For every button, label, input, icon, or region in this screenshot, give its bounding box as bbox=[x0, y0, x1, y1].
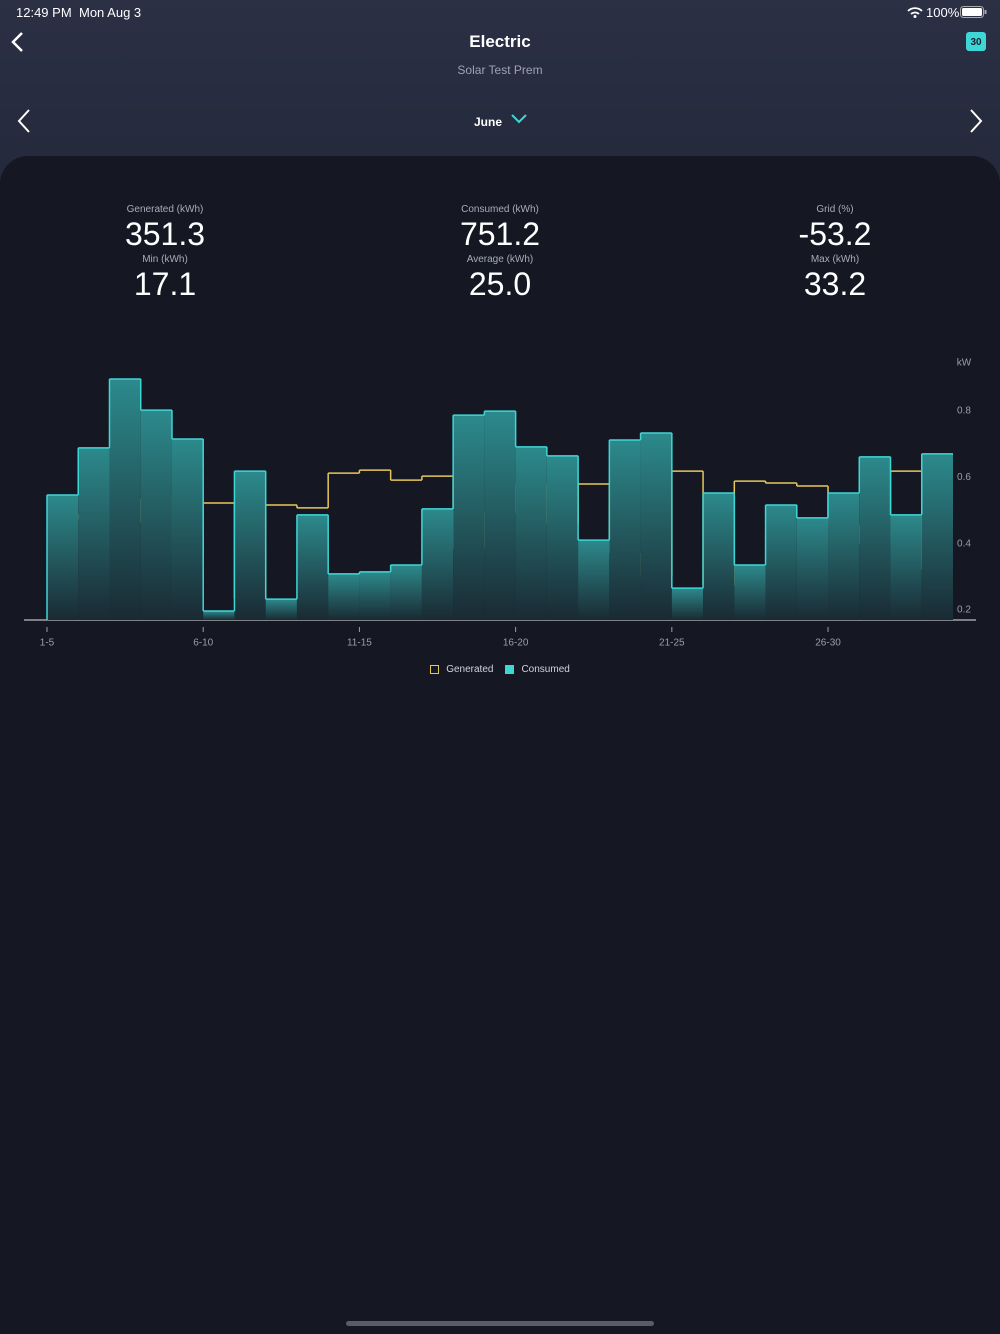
home-indicator bbox=[346, 1321, 654, 1326]
area-step bbox=[671, 588, 704, 620]
stat-label: Min (kWh) bbox=[142, 254, 188, 265]
legend-item: Consumed bbox=[505, 664, 570, 675]
area-step bbox=[734, 564, 766, 620]
x-tick-label: 16-20 bbox=[503, 638, 529, 649]
next-month[interactable] bbox=[966, 108, 986, 134]
x-tick-label: 21-25 bbox=[659, 638, 685, 649]
prev-month[interactable] bbox=[14, 108, 34, 134]
month-label[interactable]: June bbox=[473, 115, 503, 129]
legend-item: Generated bbox=[430, 664, 493, 675]
area-step bbox=[453, 415, 485, 620]
area-step bbox=[578, 540, 610, 620]
stat-value: 25.0 bbox=[468, 266, 532, 302]
area-step bbox=[609, 439, 641, 620]
status-time: 12:49 PM bbox=[16, 5, 72, 20]
area-step bbox=[265, 599, 297, 620]
area-step bbox=[296, 514, 329, 620]
battery-text: 100% bbox=[926, 5, 960, 20]
area-step bbox=[890, 514, 922, 620]
calendar-button[interactable]: 30 bbox=[966, 32, 986, 51]
area-step bbox=[78, 447, 110, 620]
legend-swatch bbox=[505, 665, 515, 674]
stat-label: Generated (kWh) bbox=[126, 204, 204, 215]
stat-label: Average (kWh) bbox=[466, 254, 534, 265]
area-step bbox=[765, 504, 797, 620]
status-date: Mon Aug 3 bbox=[79, 5, 142, 20]
y-tick-label: 0.4 bbox=[957, 538, 971, 549]
battery-icon bbox=[960, 6, 987, 18]
area-step bbox=[234, 471, 266, 620]
area-step bbox=[359, 571, 391, 620]
stat-value: -53.2 bbox=[798, 216, 872, 252]
area-step bbox=[109, 378, 141, 620]
legend-label: Generated bbox=[446, 664, 494, 675]
stat-value: 17.1 bbox=[133, 266, 197, 302]
chart: kW 0.2 0.4 0.6 0.8 1-5 6-10 11-15 16-20 21-25 26-… bbox=[24, 358, 976, 649]
area-step bbox=[140, 410, 172, 620]
page-subtitle: Solar Test Prem bbox=[457, 63, 543, 77]
stat-value: 33.2 bbox=[803, 266, 867, 302]
x-tick-label: 1-5 bbox=[40, 638, 55, 649]
x-tick-label: 26-30 bbox=[815, 638, 841, 649]
stat-label: Grid (%) bbox=[816, 204, 854, 215]
area-step bbox=[203, 611, 235, 620]
x-tick-label: 6-10 bbox=[193, 638, 213, 649]
area-step bbox=[703, 493, 735, 620]
area-step bbox=[546, 455, 579, 620]
month-dropdown[interactable] bbox=[511, 114, 527, 124]
area-step bbox=[859, 456, 891, 620]
area-step bbox=[484, 411, 516, 620]
legend-label: Consumed bbox=[521, 664, 570, 675]
back-button[interactable] bbox=[8, 30, 28, 54]
area-step bbox=[796, 517, 829, 620]
area-step bbox=[328, 573, 360, 620]
y-tick-label: 0.6 bbox=[957, 472, 971, 483]
stat-value: 351.3 bbox=[124, 216, 206, 252]
area-step bbox=[390, 564, 422, 620]
legend-swatch bbox=[430, 665, 440, 674]
y-tick-label: 0.2 bbox=[957, 605, 971, 616]
area-step bbox=[921, 453, 953, 620]
wifi-icon bbox=[907, 7, 923, 18]
area-step bbox=[515, 446, 547, 620]
area-step bbox=[640, 432, 672, 620]
y-axis-label: kW bbox=[957, 358, 972, 369]
page-title: Electric bbox=[469, 32, 531, 51]
stat-value: 751.2 bbox=[459, 216, 541, 252]
area-step bbox=[47, 494, 79, 620]
area-step bbox=[421, 508, 454, 620]
legend: Generated Consumed bbox=[0, 664, 1000, 675]
stat-label: Consumed (kWh) bbox=[461, 204, 539, 215]
series bbox=[46, 378, 953, 620]
area-step bbox=[828, 493, 860, 620]
y-tick-label: 0.8 bbox=[957, 406, 971, 417]
area-step bbox=[171, 438, 204, 620]
content-card bbox=[0, 156, 1000, 1334]
x-tick-label: 11-15 bbox=[347, 638, 372, 649]
stat-label: Max (kWh) bbox=[810, 254, 860, 265]
